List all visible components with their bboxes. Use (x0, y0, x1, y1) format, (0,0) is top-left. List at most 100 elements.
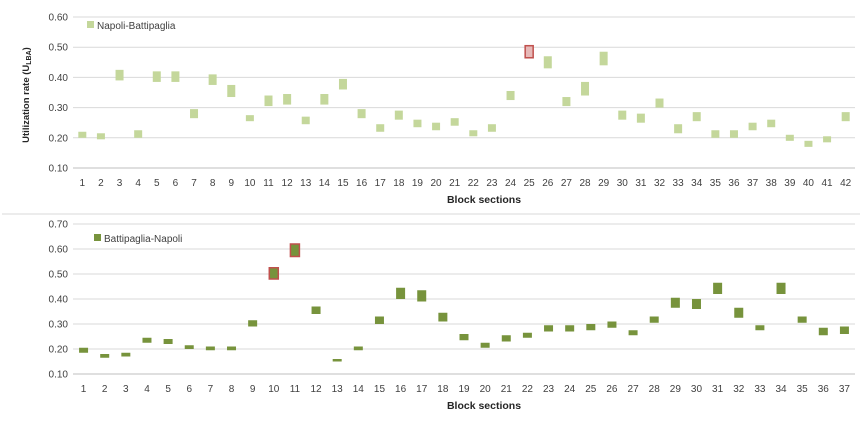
x-tick-label: 17 (416, 384, 428, 395)
x-tick-label: 11 (290, 384, 301, 395)
y-tick-label: 0.30 (49, 320, 69, 331)
range-bar (544, 325, 554, 332)
x-tick-label: 31 (712, 384, 724, 395)
x-tick-label: 19 (412, 178, 424, 189)
range-bar (818, 327, 828, 336)
range-bar (438, 312, 448, 322)
x-tick-label: 17 (375, 178, 387, 189)
x-tick-label: 12 (282, 178, 294, 189)
range-bar (134, 130, 143, 138)
range-bar (607, 321, 617, 328)
range-bar (543, 56, 552, 69)
x-tick-label: 30 (617, 178, 629, 189)
x-tick-label: 13 (300, 178, 312, 189)
x-tick-label: 3 (123, 384, 129, 395)
x-tick-label: 8 (229, 384, 235, 395)
x-tick-label: 25 (585, 384, 597, 395)
x-tick-label: 35 (710, 178, 722, 189)
x-axis-title: Block sections (447, 400, 521, 412)
range-bar (190, 109, 199, 119)
range-bar (565, 325, 575, 332)
x-tick-label: 1 (81, 384, 87, 395)
x-tick-label: 22 (468, 178, 480, 189)
x-tick-label: 16 (356, 178, 368, 189)
x-tick-label: 37 (839, 384, 851, 395)
x-tick-label: 38 (766, 178, 778, 189)
x-tick-label: 5 (165, 384, 171, 395)
range-bar (628, 330, 638, 336)
range-bar (748, 122, 757, 131)
x-tick-label: 41 (822, 178, 834, 189)
x-tick-label: 24 (505, 178, 517, 189)
x-tick-label: 42 (840, 178, 852, 189)
x-tick-label: 40 (803, 178, 815, 189)
range-bar (636, 113, 645, 123)
range-bar (729, 130, 738, 138)
range-bar (121, 352, 131, 357)
range-bar-highlighted (289, 243, 301, 258)
y-tick-label: 0.70 (49, 220, 69, 231)
x-tick-label: 39 (784, 178, 796, 189)
x-tick-label: 27 (561, 178, 573, 189)
range-bar (804, 140, 813, 147)
range-bar (734, 307, 744, 318)
chart-panel-battipaglia-napoli: 0.100.200.300.400.500.600.701 2 3 4 5 6 7 8 9 10 1… (49, 220, 855, 412)
range-bar (283, 94, 292, 105)
range-bar (227, 84, 236, 98)
x-tick-label: 29 (598, 178, 610, 189)
y-tick-label: 0.50 (49, 270, 69, 281)
x-tick-label: 28 (579, 178, 591, 189)
x-tick-label: 18 (437, 384, 449, 395)
range-bar (171, 71, 180, 82)
range-bar (208, 74, 217, 85)
y-axis-title-close: ) (21, 47, 32, 50)
range-bar (184, 345, 194, 349)
y-axis-title-main: Utilization rate (U (21, 65, 32, 143)
range-bar (776, 282, 786, 294)
x-tick-label: 18 (393, 178, 405, 189)
range-bar (245, 115, 254, 122)
x-tick-label: 22 (522, 384, 534, 395)
range-bar (163, 339, 173, 344)
range-bar (755, 325, 765, 331)
range-bar (522, 332, 532, 338)
range-bar (376, 124, 385, 132)
range-bar (670, 297, 680, 308)
range-bar (823, 136, 832, 143)
x-tick-label: 32 (733, 384, 745, 395)
x-tick-label: 23 (486, 178, 498, 189)
range-bar (506, 90, 515, 101)
range-bar (797, 316, 807, 323)
range-bar-highlighted (268, 267, 280, 280)
legend-label: Battipaglia-Napoli (104, 234, 182, 245)
x-tick-label: 6 (173, 178, 179, 189)
x-tick-label: 30 (691, 384, 703, 395)
range-bar (332, 359, 342, 362)
x-tick-label: 2 (102, 384, 108, 395)
y-tick-label: 0.40 (49, 73, 69, 84)
legend-marker (94, 234, 101, 241)
x-tick-label: 32 (654, 178, 666, 189)
range-bar (599, 51, 608, 66)
range-bar (692, 112, 701, 122)
x-tick-label: 33 (754, 384, 766, 395)
y-axis-title: Utilization rate (ULBA) (21, 47, 33, 143)
x-tick-label: 2 (98, 178, 104, 189)
x-tick-label: 34 (775, 384, 787, 395)
x-tick-label: 24 (564, 384, 576, 395)
x-tick-label: 35 (797, 384, 809, 395)
x-tick-label: 34 (691, 178, 703, 189)
range-bar (227, 346, 237, 351)
range-bar (562, 97, 571, 107)
x-tick-label: 37 (747, 178, 759, 189)
y-tick-label: 0.60 (49, 245, 69, 256)
x-tick-label: 12 (310, 384, 322, 395)
range-bar (396, 287, 406, 299)
range-bar (839, 326, 849, 334)
range-bar (248, 320, 258, 327)
x-tick-label: 7 (208, 384, 214, 395)
range-bar (581, 81, 590, 96)
x-tick-label: 1 (80, 178, 86, 189)
